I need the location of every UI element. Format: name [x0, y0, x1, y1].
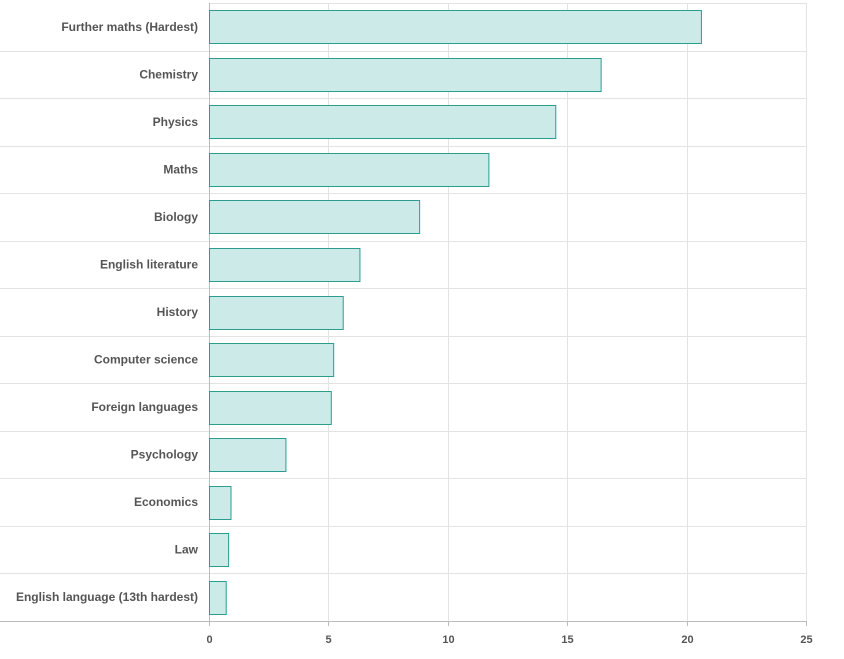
x-tick-label: 0 [206, 634, 212, 646]
bar [209, 391, 332, 425]
bar [209, 105, 557, 139]
bar [209, 296, 344, 330]
x-tick-label: 5 [325, 634, 331, 646]
category-label: Foreign languages [91, 400, 198, 414]
bars [209, 10, 702, 615]
category-labels: Further maths (Hardest) Chemistry Physics M… [16, 20, 199, 604]
x-tick-label: 25 [800, 634, 812, 646]
category-label: Biology [154, 210, 198, 224]
category-label: English language (13th hardest) [16, 590, 198, 604]
category-label: Chemistry [139, 67, 198, 81]
x-tick-label: 10 [442, 634, 454, 646]
bar [209, 581, 227, 615]
category-label: Law [175, 543, 199, 557]
x-tick-label: 15 [561, 634, 573, 646]
bar [209, 438, 287, 472]
category-label: Maths [163, 162, 198, 176]
x-tick-label: 20 [681, 634, 693, 646]
category-label: English literature [100, 257, 198, 271]
bar [209, 200, 421, 234]
category-label: Computer science [94, 353, 198, 367]
bar [209, 153, 490, 187]
bar [209, 58, 602, 92]
x-axis-ticks: 0 5 10 15 20 25 [206, 634, 812, 646]
category-label: Psychology [131, 448, 199, 462]
bar [209, 486, 232, 520]
bar [209, 343, 335, 377]
bar [209, 10, 702, 44]
category-label: Economics [134, 495, 198, 509]
category-label: History [157, 305, 199, 319]
category-label: Further maths (Hardest) [61, 20, 198, 34]
bar [209, 248, 361, 282]
grid [0, 3, 807, 626]
bar [209, 533, 230, 567]
category-label: Physics [153, 115, 199, 129]
